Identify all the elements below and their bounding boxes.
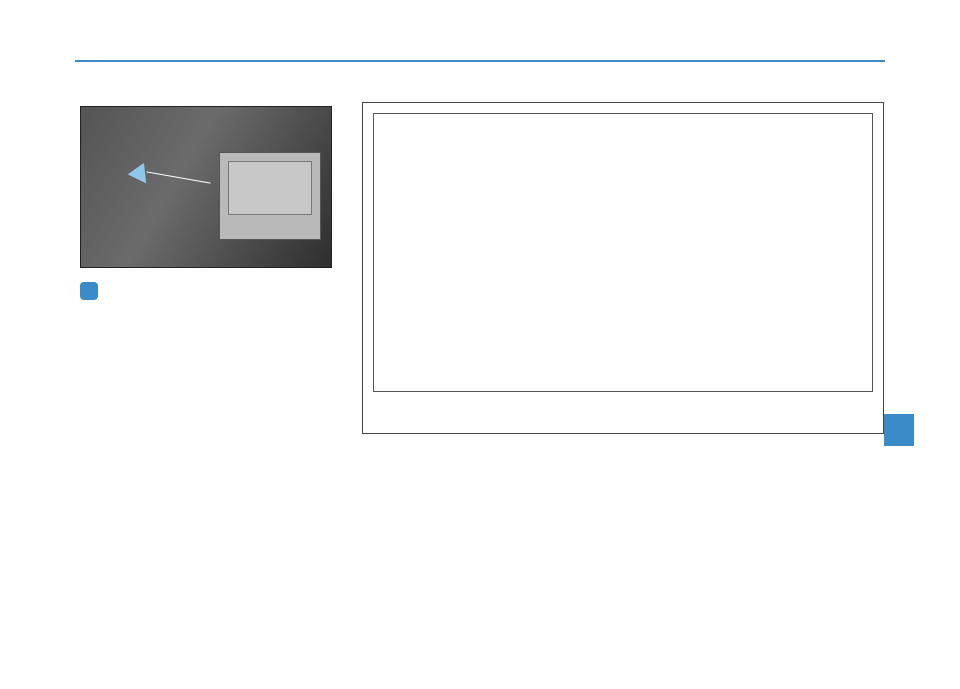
info-icon xyxy=(80,282,98,300)
photo-fuse-panel xyxy=(80,106,332,268)
photo-label-box xyxy=(219,152,321,240)
diagram-grid xyxy=(373,113,873,392)
info-header xyxy=(80,282,338,300)
left-column xyxy=(80,100,338,304)
leader-line xyxy=(146,171,210,183)
side-tab-number xyxy=(884,414,914,446)
arrow-icon xyxy=(128,163,155,189)
fuse-diagram xyxy=(362,102,884,434)
